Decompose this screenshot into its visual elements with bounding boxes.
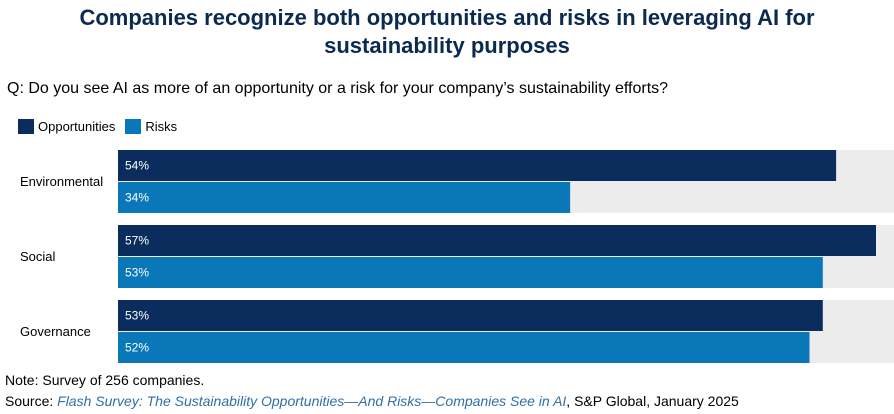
data-label-risks-social: 53% xyxy=(125,266,149,280)
data-label-opportunities-environmental: 54% xyxy=(125,159,149,173)
chart-title-line-1: Companies recognize both opportunities a… xyxy=(79,5,815,30)
category-label-governance: Governance xyxy=(20,324,91,339)
legend-item-opportunities: Opportunities xyxy=(18,119,115,134)
data-label-opportunities-social: 57% xyxy=(125,234,149,248)
chart-title-line-2: sustainability purposes xyxy=(324,33,570,58)
bar-risks-environmental xyxy=(118,182,571,213)
category-label-social: Social xyxy=(20,249,56,264)
bar-opportunities-social xyxy=(118,225,876,256)
legend-item-risks: Risks xyxy=(125,119,177,134)
chart-title: Companies recognize both opportunities a… xyxy=(0,4,894,60)
data-label-risks-environmental: 34% xyxy=(125,191,149,205)
survey-question: Q: Do you see AI as more of an opportuni… xyxy=(7,80,669,97)
data-label-opportunities-governance: 53% xyxy=(125,309,149,323)
bar-chart: Environmental 54% 34% Social 57% 53% Governanc… xyxy=(20,150,894,363)
source-link[interactable]: Flash Survey: The Sustainability Opportu… xyxy=(57,393,567,409)
legend: Opportunities Risks xyxy=(18,119,187,134)
bar-opportunities-governance xyxy=(118,300,823,331)
legend-label-risks: Risks xyxy=(145,119,178,134)
legend-label-opportunities: Opportunities xyxy=(38,119,116,134)
legend-swatch-risks xyxy=(125,119,142,134)
source-suffix: , S&P Global, January 2025 xyxy=(566,393,739,409)
bar-risks-governance xyxy=(118,332,810,363)
footnote: Note: Survey of 256 companies. xyxy=(5,372,205,388)
bar-opportunities-environmental xyxy=(118,150,837,181)
category-label-environmental: Environmental xyxy=(20,174,103,189)
data-label-risks-governance: 52% xyxy=(125,341,149,355)
source-prefix: Source: xyxy=(5,393,58,409)
bar-risks-social xyxy=(118,257,823,288)
legend-swatch-opportunities xyxy=(18,119,34,134)
source-line: Source: Flash Survey: The Sustainability… xyxy=(5,393,739,410)
